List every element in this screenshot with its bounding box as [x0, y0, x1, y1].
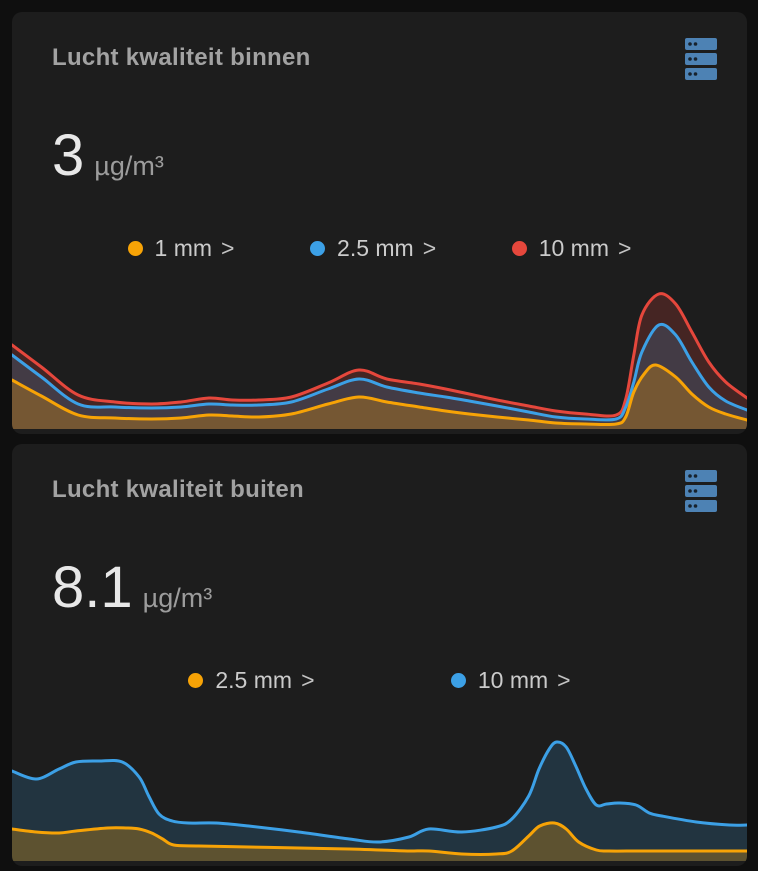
card-header: Lucht kwaliteit binnen [12, 12, 747, 87]
legend-label: 2.5 mm [337, 235, 414, 261]
server-icon[interactable] [685, 470, 717, 519]
card-header: Lucht kwaliteit buiten [12, 444, 747, 519]
server-icon[interactable] [685, 38, 717, 87]
legend-dot [188, 673, 204, 688]
state-unit: µg/m³ [94, 151, 164, 181]
legend-dot [310, 241, 326, 256]
chevron-right-icon: > [301, 667, 315, 693]
card-title: Lucht kwaliteit buiten [52, 476, 304, 503]
chevron-right-icon: > [422, 235, 437, 261]
legend-label: 1 mm [154, 235, 213, 261]
legend-dot [450, 673, 466, 688]
card-air-quality-inside: Lucht kwaliteit binnen 3 µg/m³ [12, 12, 747, 434]
card-air-quality-outside: Lucht kwaliteit buiten 8.1 µg/m³ [12, 444, 747, 866]
legend-item-10mm[interactable]: 10 mm > [450, 667, 571, 694]
legend-dot [511, 241, 527, 256]
current-state[interactable]: 3 µg/m³ [52, 127, 747, 185]
state-value: 3 [52, 123, 85, 188]
area-chart-inside[interactable] [12, 279, 747, 429]
chevron-right-icon: > [557, 667, 571, 693]
legend-item-10mm[interactable]: 10 mm > [511, 235, 632, 262]
chevron-right-icon: > [618, 235, 632, 261]
legend-label: 10 mm [477, 667, 549, 693]
area-chart-outside[interactable] [12, 699, 747, 861]
legend-item-1mm[interactable]: 1 mm > [127, 235, 235, 262]
legend-item-2-5mm[interactable]: 2.5 mm > [310, 235, 436, 262]
legend: 1 mm > 2.5 mm > 10 mm > [12, 235, 747, 262]
chevron-right-icon: > [221, 235, 235, 261]
legend: 2.5 mm > 10 mm > [12, 667, 747, 694]
legend-label: 10 mm [538, 235, 609, 261]
state-value: 8.1 [52, 555, 133, 620]
state-unit: µg/m³ [142, 583, 213, 613]
legend-item-2-5mm[interactable]: 2.5 mm > [188, 667, 315, 694]
current-state[interactable]: 8.1 µg/m³ [52, 559, 747, 617]
card-title: Lucht kwaliteit binnen [52, 44, 311, 71]
legend-dot [127, 241, 143, 256]
legend-label: 2.5 mm [215, 667, 293, 693]
